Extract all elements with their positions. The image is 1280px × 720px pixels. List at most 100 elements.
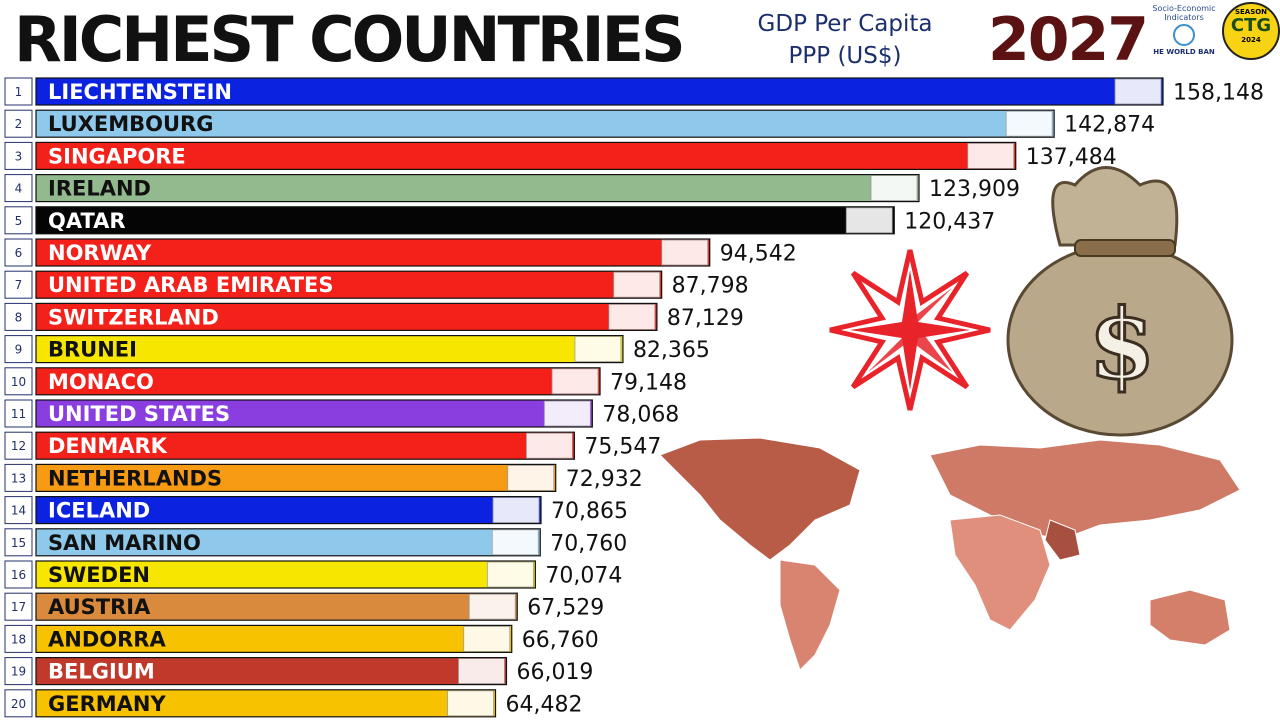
- flag-icon: [468, 593, 516, 620]
- value-label: 70,074: [545, 564, 622, 589]
- chart-subtitle: GDP Per Capita PPP (US$): [740, 8, 950, 72]
- value-label: 78,068: [602, 403, 679, 428]
- year-label: 2027: [988, 5, 1149, 75]
- flag-icon: [525, 432, 573, 459]
- flag-icon: [661, 239, 709, 266]
- bar: [35, 528, 541, 557]
- country-label: ICELAND: [48, 499, 150, 523]
- rank-box: [4, 496, 33, 525]
- value-label: 79,148: [610, 370, 687, 395]
- country-label: BELGIUM: [48, 660, 155, 684]
- bar: [35, 206, 895, 235]
- country-label: LIECHTENSTEIN: [48, 80, 232, 104]
- flag-icon: [1114, 78, 1162, 105]
- bar: [35, 463, 557, 492]
- flag-icon: [967, 142, 1015, 169]
- value-label: 87,798: [672, 274, 749, 299]
- country-label: DENMARK: [48, 434, 168, 458]
- rank-label: 20: [11, 697, 26, 711]
- rank-box: [4, 399, 33, 428]
- badge-mid-text: CTG: [1230, 15, 1272, 36]
- value-label: 72,932: [566, 467, 643, 492]
- flag-icon: [486, 561, 534, 588]
- rank-label: 9: [15, 343, 23, 357]
- country-label: UNITED ARAB EMIRATES: [48, 273, 334, 297]
- rank-label: 10: [11, 375, 26, 389]
- rank-label: 18: [11, 632, 26, 646]
- season-badge: SEASON CTG 2024: [1222, 2, 1280, 60]
- bar: [35, 109, 1055, 138]
- rank-label: 16: [11, 568, 26, 582]
- rank-box: [4, 592, 33, 621]
- value-label: 66,760: [522, 628, 599, 653]
- badge-bottom-text: 2024: [1241, 36, 1261, 44]
- chart-title: RICHEST COUNTRIES: [14, 3, 686, 76]
- money-bag-icon: $: [1006, 166, 1234, 437]
- subtitle-line-1: GDP Per Capita: [757, 11, 933, 37]
- value-label: 64,482: [506, 692, 583, 717]
- world-bank-logo: Socio-Economic Indicators HE WORLD BAN: [1148, 4, 1220, 70]
- country-label: AUSTRIA: [48, 595, 151, 619]
- rank-box: [4, 270, 33, 299]
- rank-box: [4, 657, 33, 686]
- value-label: 75,547: [584, 435, 661, 460]
- rank-box: [4, 463, 33, 492]
- rank-box: [4, 174, 33, 203]
- value-label: 120,437: [904, 209, 995, 234]
- globe-icon: [1173, 24, 1195, 46]
- rank-label: 13: [11, 471, 26, 485]
- rank-box: [4, 624, 33, 653]
- bar: [35, 496, 542, 525]
- rank-label: 3: [15, 149, 23, 163]
- value-label: 70,865: [551, 499, 628, 524]
- rank-box: [4, 77, 33, 106]
- rank-label: 15: [11, 536, 26, 550]
- rank-box: [4, 109, 33, 138]
- bar: [35, 270, 663, 299]
- svg-text:$: $: [1089, 288, 1156, 401]
- rank-label: 11: [11, 407, 26, 421]
- country-label: BRUNEI: [48, 338, 137, 362]
- country-label: SAN MARINO: [48, 531, 201, 555]
- country-label: GERMANY: [48, 692, 166, 716]
- country-label: UNITED STATES: [48, 402, 230, 426]
- flag-icon: [574, 336, 622, 363]
- rank-label: 6: [15, 246, 23, 260]
- value-label: 94,542: [720, 242, 797, 267]
- logo-text-2: Indicators: [1164, 13, 1204, 22]
- bar: [35, 689, 497, 718]
- bar: [35, 656, 508, 686]
- bar: [35, 174, 920, 203]
- country-label: IRELAND: [48, 177, 151, 201]
- flag-icon: [551, 368, 599, 395]
- value-label: 158,148: [1173, 81, 1264, 106]
- rank-box: [4, 431, 33, 460]
- flag-icon: [463, 626, 511, 652]
- rank-box: [4, 560, 33, 589]
- flag-icon: [613, 271, 661, 298]
- bar: [35, 592, 518, 621]
- bar: [35, 141, 1017, 170]
- flag-icon: [608, 303, 656, 330]
- value-label: 142,874: [1064, 113, 1155, 138]
- value-label: 66,019: [516, 660, 593, 685]
- flag-icon: [845, 207, 893, 234]
- value-label: 137,484: [1026, 145, 1117, 170]
- rank-label: 14: [11, 504, 26, 518]
- value-label: 82,365: [633, 338, 710, 363]
- world-map-icon: [659, 437, 1241, 671]
- country-label: SINGAPORE: [48, 144, 186, 168]
- rank-box: [4, 238, 33, 267]
- flag-icon: [447, 690, 494, 717]
- badge-top-text: SEASON: [1234, 8, 1268, 16]
- bar: [35, 367, 601, 396]
- flag-icon: [543, 400, 591, 427]
- value-label: 67,529: [527, 596, 604, 621]
- country-label: ANDORRA: [48, 627, 166, 651]
- flag-icon: [458, 658, 505, 684]
- rank-label: 12: [11, 439, 26, 453]
- rank-box: [4, 335, 33, 364]
- rank-box: [4, 528, 33, 557]
- logo-text-3: HE WORLD BAN: [1153, 48, 1215, 56]
